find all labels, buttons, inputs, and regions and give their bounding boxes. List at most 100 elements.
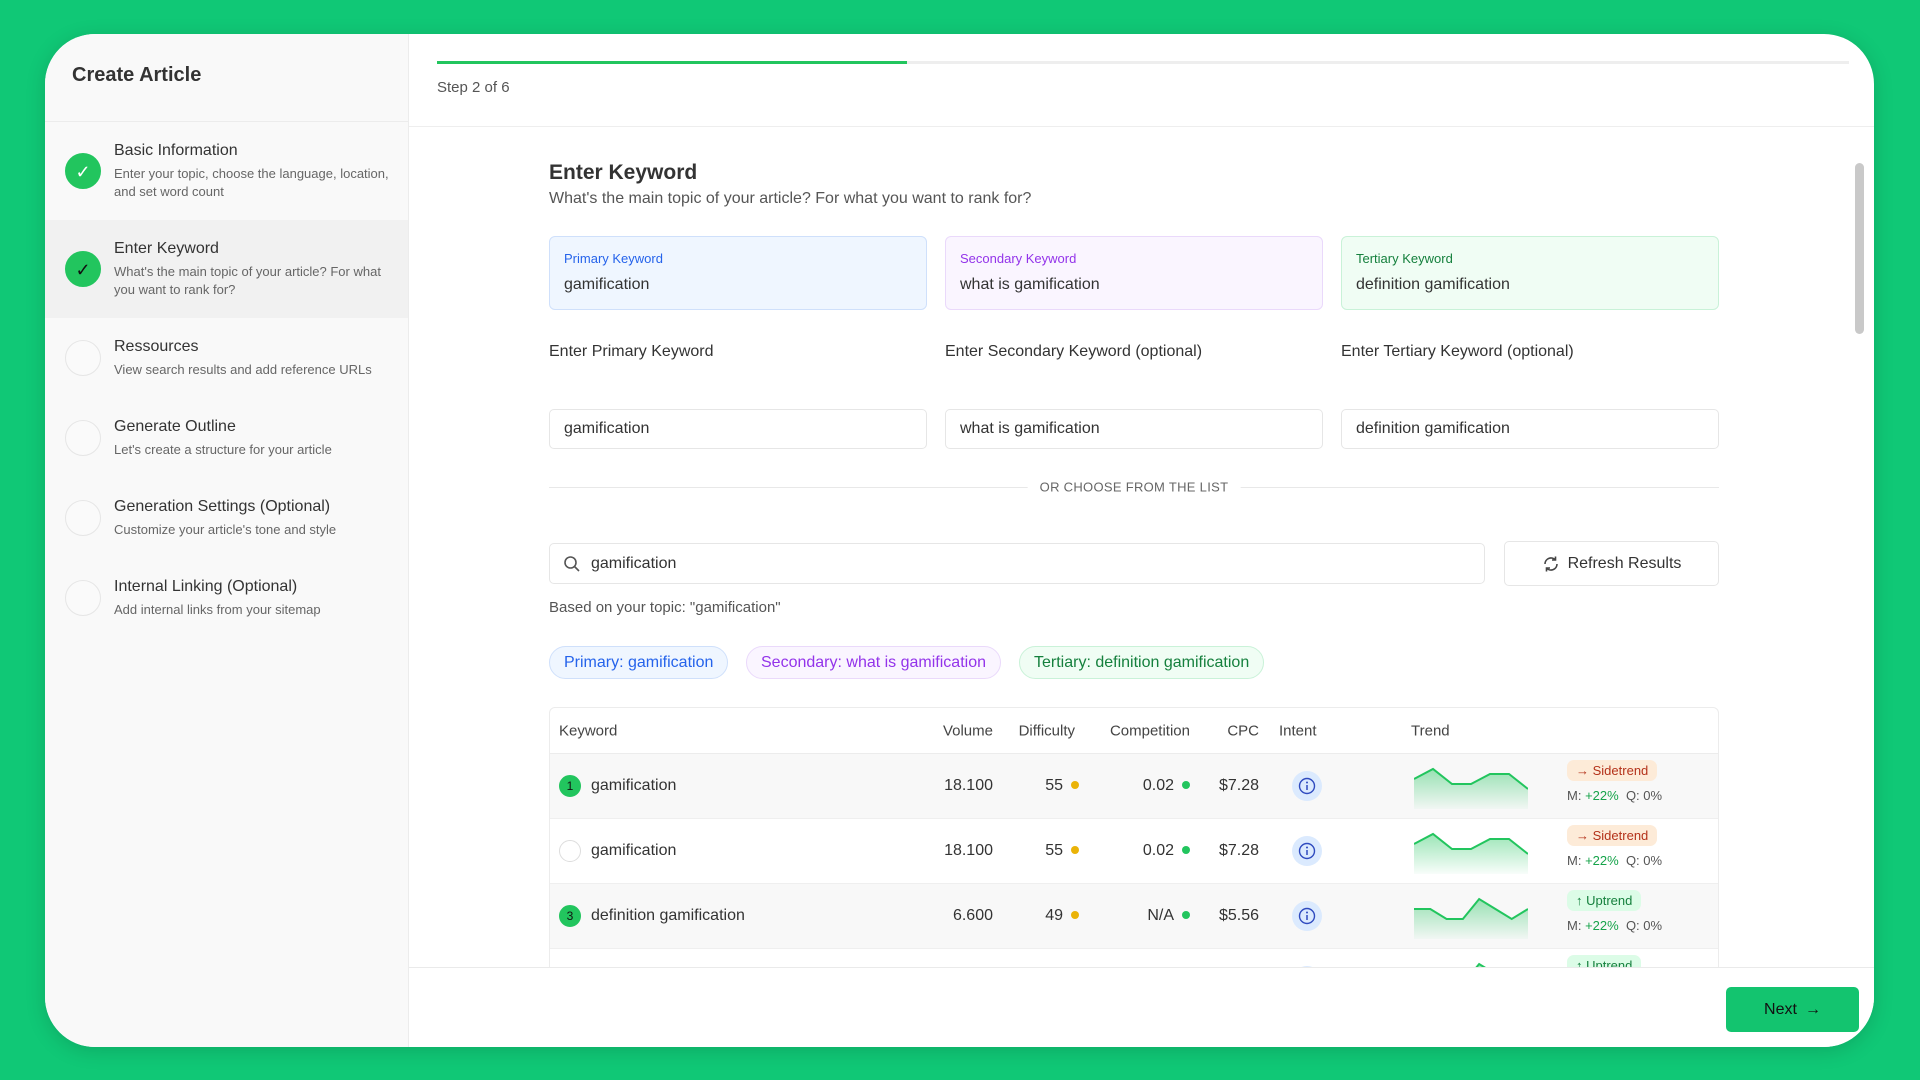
selected-keyword-chip[interactable]: Tertiary: definition gamification [1019, 646, 1265, 679]
selected-keyword-chip[interactable]: Primary: gamification [549, 646, 729, 679]
row-select-radio[interactable]: 3 [559, 905, 581, 927]
month-change: +22% [1585, 918, 1619, 933]
trend-sparkline [1414, 832, 1528, 874]
sidebar-step[interactable]: Generate Outline Let's create a structure… [45, 398, 408, 478]
keyword-cell: definition gamification [591, 907, 745, 924]
keyword-card-label: Secondary Keyword [960, 251, 1077, 266]
next-button[interactable]: Next → [1726, 987, 1859, 1032]
keyword-search-input[interactable]: gamification [549, 543, 1485, 584]
sidebar-step[interactable]: Ressources View search results and add re… [45, 318, 408, 398]
competition-indicator-dot [1182, 846, 1190, 854]
trend-info: ↑ Uptrend M: +22% Q: 0% [1567, 890, 1662, 933]
step-pending-icon [65, 420, 101, 456]
month-label: M: [1567, 853, 1582, 868]
trend-badge: → Sidetrend [1567, 825, 1658, 846]
trend-info: → Sidetrend M: +22% Q: 0% [1567, 825, 1662, 868]
trend-label: Sidetrend [1592, 763, 1649, 778]
intent-info-icon[interactable] [1292, 966, 1322, 967]
step-description: View search results and add reference UR… [114, 362, 372, 377]
column-header[interactable]: Difficulty [1018, 722, 1075, 739]
cpc-cell: $7.28 [1218, 777, 1259, 794]
arrow-right-icon: → [1576, 828, 1589, 843]
search-icon [564, 556, 580, 572]
step-pending-icon [65, 500, 101, 536]
trend-stats: M: +22% Q: 0% [1567, 918, 1662, 933]
or-divider: OR CHOOSE FROM THE LIST [549, 479, 1719, 495]
step-description: Add internal links from your sitemap [114, 602, 321, 617]
keyword-input[interactable]: definition gamification [1341, 409, 1719, 449]
column-header[interactable]: CPC [1227, 722, 1259, 739]
competition-cell: N/A [1147, 907, 1190, 925]
check-circle-icon: ✓ [65, 153, 101, 189]
sidebar-step[interactable]: Internal Linking (Optional) Add internal … [45, 558, 408, 638]
step-title: Generate Outline [114, 418, 236, 435]
arrow-right-icon: → [1804, 1000, 1821, 1018]
table-row[interactable]: 3 definition gamification 6.600 49 N/A $… [550, 884, 1718, 949]
trend-sparkline [1414, 897, 1528, 939]
sparkline-area [1414, 834, 1528, 874]
keyword-card-value: gamification [564, 276, 650, 293]
column-header[interactable]: Competition [1109, 722, 1190, 739]
step-indicator: Step 2 of 6 [437, 79, 510, 96]
refresh-results-button[interactable]: Refresh Results [1504, 541, 1719, 586]
content: Enter Keyword What's the main topic of y… [549, 127, 1719, 967]
step-pending-icon [65, 340, 101, 376]
keyword-input[interactable]: gamification [549, 409, 927, 449]
competition-cell: 0.02 [1143, 777, 1190, 795]
trend-badge: ↑ Uptrend [1567, 890, 1642, 911]
volume-cell: 18.100 [944, 777, 993, 794]
keyword-card: Tertiary Keyword definition gamification [1341, 236, 1719, 310]
month-label: M: [1567, 788, 1582, 803]
row-select-radio[interactable]: 1 [559, 775, 581, 797]
step-description: What's the main topic of your article? F… [114, 264, 381, 297]
main-panel: Step 2 of 6 Enter Keyword What's the mai… [409, 34, 1874, 1047]
table-row[interactable]: gamification 18.100 55 0.02 $7.28 → Side… [550, 819, 1718, 884]
sparkline-area [1414, 769, 1528, 809]
difficulty-indicator-dot [1071, 846, 1079, 854]
progress-fill [437, 61, 908, 64]
column-header[interactable]: Volume [942, 722, 993, 739]
table-row[interactable]: gamification def 6.600 43 N/A $5.56 ↑ Up… [550, 949, 1718, 967]
quarter-change: Q: 0% [1625, 918, 1663, 933]
keyword-input[interactable]: what is gamification [945, 409, 1323, 449]
table-header: Keyword Volume Difficulty Competition CPC Int… [550, 708, 1718, 754]
keyword-card-value: definition gamification [1356, 276, 1510, 293]
arrow-up-icon: ↑ [1576, 893, 1583, 908]
step-description: Enter your topic, choose the language, l… [114, 166, 389, 199]
sidebar-step[interactable]: ✓ Enter Keyword What's the main topic of y… [45, 220, 408, 318]
difficulty-indicator-dot [1071, 781, 1079, 789]
column-header[interactable]: Keyword [559, 722, 618, 739]
progress-bar [437, 61, 1849, 64]
intent-info-icon[interactable] [1292, 901, 1322, 931]
page-subtitle: What's the main topic of your article? F… [549, 190, 1032, 207]
competition-cell: 0.02 [1143, 842, 1190, 860]
keyword-card: Secondary Keyword what is gamification [945, 236, 1323, 310]
step-description: Let's create a structure for your articl… [114, 442, 332, 457]
trend-badge: ↑ Uptrend [1567, 955, 1642, 967]
sparkline-line [1414, 832, 1528, 855]
trend-label: Uptrend [1586, 893, 1633, 908]
scrollbar-thumb[interactable] [1855, 163, 1864, 334]
cpc-cell: $5.56 [1218, 907, 1259, 924]
sparkline-line [1414, 897, 1528, 921]
step-title: Basic Information [114, 142, 238, 159]
search-value: gamification [591, 555, 677, 572]
difficulty-indicator-dot [1071, 911, 1079, 919]
column-header[interactable]: Trend [1411, 722, 1450, 739]
sidebar-step[interactable]: Generation Settings (Optional) Customize … [45, 478, 408, 558]
intent-info-icon[interactable] [1292, 771, 1322, 801]
month-change: +22% [1585, 788, 1619, 803]
scrollbar[interactable] [1855, 129, 1864, 949]
volume-cell: 18.100 [944, 842, 993, 859]
selected-keyword-chip[interactable]: Secondary: what is gamification [746, 646, 1001, 679]
keyword-card-value: what is gamification [960, 276, 1100, 293]
row-select-radio[interactable] [559, 840, 581, 862]
sidebar-step[interactable]: ✓ Basic Information Enter your topic, choo… [45, 122, 408, 220]
table-row[interactable]: 1 gamification 18.100 55 0.02 $7.28 → Si… [550, 754, 1718, 819]
step-title: Generation Settings (Optional) [114, 498, 331, 515]
intent-info-icon[interactable] [1292, 836, 1322, 866]
column-header[interactable]: Intent [1279, 722, 1317, 739]
trend-info: ↑ Uptrend M: +22% Q: 0% [1567, 955, 1662, 967]
difficulty-cell: 55 [1045, 777, 1079, 795]
difficulty-value: 55 [1045, 777, 1063, 794]
